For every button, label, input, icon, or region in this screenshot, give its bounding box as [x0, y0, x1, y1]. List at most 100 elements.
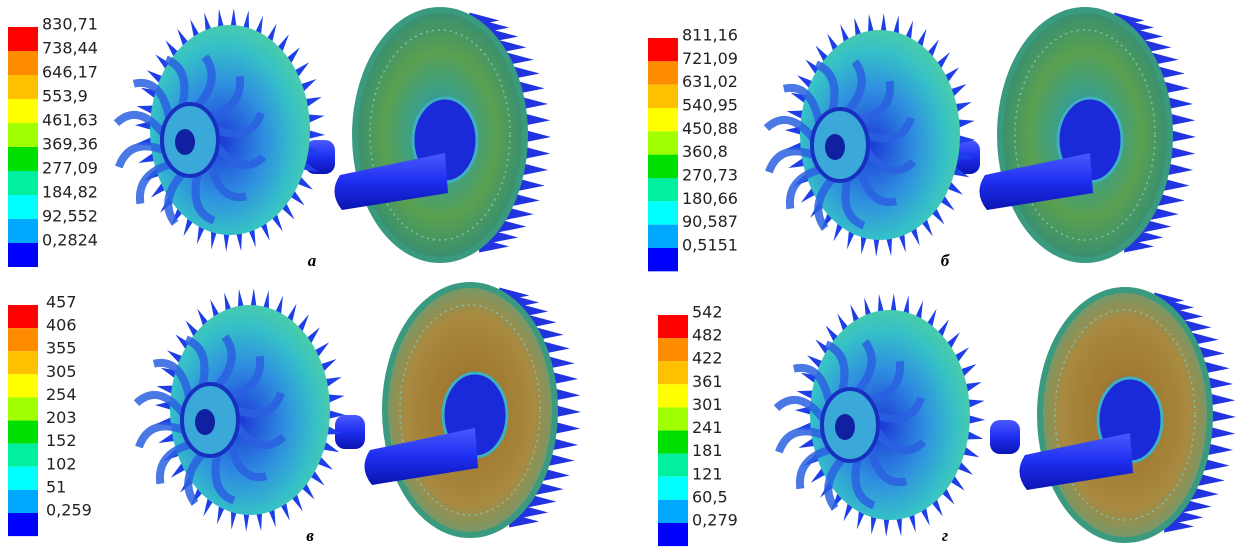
legend-label: 184,82: [42, 183, 98, 202]
legend-cell: [8, 171, 38, 195]
legend-cell: [8, 75, 38, 99]
legend-cell: [8, 99, 38, 123]
panel-label: б: [941, 251, 951, 270]
legend-cell: [8, 421, 38, 444]
legend-label: 482: [692, 326, 723, 345]
hub-bore: [835, 414, 855, 440]
legend-label: 270,73: [682, 166, 738, 185]
legend-cell: [8, 147, 38, 171]
rotor: [990, 290, 1236, 540]
impeller: [766, 13, 975, 257]
impeller: [136, 288, 345, 532]
legend-label: 60,5: [692, 487, 728, 506]
legend-label: 254: [46, 385, 77, 404]
legend-label: 0,279: [692, 511, 738, 530]
legend-label: 721,09: [682, 49, 738, 68]
legend-cell: [8, 195, 38, 219]
legend-label: 0,2824: [42, 231, 98, 250]
legend-cell: [658, 431, 688, 454]
legend-cell: [8, 397, 38, 420]
legend-cell: [648, 155, 678, 178]
legend-label: 830,71: [42, 15, 98, 34]
legend-label: 0,259: [46, 501, 92, 520]
legend-cell: [648, 85, 678, 108]
legend-cell: [658, 477, 688, 500]
legend-cell: [8, 305, 38, 328]
legend-cell: [8, 374, 38, 397]
legend-label: 738,44: [42, 39, 98, 58]
legend-cell: [8, 243, 38, 267]
stub-shaft: [990, 420, 1020, 454]
legend-label: 811,16: [682, 26, 738, 45]
impeller: [776, 293, 985, 537]
hub-bore: [175, 129, 195, 155]
legend-label: 542: [692, 303, 723, 322]
legend-label: 203: [46, 408, 77, 427]
hub-bore: [825, 134, 845, 160]
legend-cell: [8, 513, 38, 536]
rotor: [305, 10, 551, 260]
legend-label: 422: [692, 349, 723, 368]
hub-bore: [195, 409, 215, 435]
legend-label: 631,02: [682, 72, 738, 91]
legend-cell: [658, 523, 688, 546]
legend-cell: [8, 351, 38, 374]
blade-tip: [968, 415, 985, 424]
legend-label: 355: [46, 339, 77, 358]
legend-label: 457: [46, 293, 77, 312]
legend-cell: [648, 38, 678, 61]
legend-cell: [8, 328, 38, 351]
legend-label: 102: [46, 454, 77, 473]
rotor: [950, 10, 1196, 260]
legend-label: 540,95: [682, 96, 738, 115]
legend-cell: [658, 315, 688, 338]
legend-label: 121: [692, 464, 723, 483]
legend-label: 152: [46, 431, 77, 450]
impeller: [116, 8, 325, 252]
legend-cell: [8, 27, 38, 51]
legend-label: 277,09: [42, 159, 98, 178]
legend-label: 360,8: [682, 142, 728, 161]
legend-cell: [648, 201, 678, 224]
legend-cell: [648, 108, 678, 131]
legend-cell: [8, 123, 38, 147]
legend-cell: [658, 384, 688, 407]
rotor: [335, 285, 581, 535]
legend-label: 305: [46, 362, 77, 381]
legend-cell: [8, 51, 38, 75]
legend-cell: [648, 248, 678, 271]
legend-label: 553,9: [42, 87, 88, 106]
legend-cell: [658, 454, 688, 477]
legend-label: 461,63: [42, 111, 98, 130]
legend-label: 241: [692, 418, 723, 437]
figure: 830,71 738,44 646,17 553,9 461,63 369,36 277,0…: [0, 0, 1250, 547]
legend-cell: [8, 467, 38, 490]
legend: 457 406 355 305 254 203 152 102 51 0,259: [8, 293, 92, 537]
legend-cell: [658, 500, 688, 523]
legend-label: 406: [46, 316, 77, 335]
legend-label: 646,17: [42, 63, 98, 82]
legend-label: 0,5151: [682, 236, 738, 255]
legend-cell: [648, 225, 678, 248]
panel-label: г: [942, 526, 948, 545]
legend-label: 361: [692, 372, 723, 391]
panel-label: в: [306, 526, 314, 545]
legend-label: 180,66: [682, 189, 738, 208]
legend-label: 450,88: [682, 119, 738, 138]
legend: 542 482 422 361 301 241 181 121 60,5 0,279: [658, 303, 738, 547]
legend-cell: [8, 490, 38, 513]
legend-label: 51: [46, 477, 66, 496]
legend-cell: [8, 219, 38, 243]
legend-cell: [658, 407, 688, 430]
legend-label: 90,587: [682, 212, 738, 231]
legend-cell: [648, 61, 678, 84]
legend-label: 181: [692, 441, 723, 460]
legend-label: 369,36: [42, 135, 98, 154]
legend: 811,16 721,09 631,02 540,95 450,88 360,8 270,7…: [648, 26, 738, 272]
legend-label: 92,552: [42, 207, 98, 226]
legend-cell: [8, 444, 38, 467]
legend-cell: [648, 178, 678, 201]
legend-cell: [658, 338, 688, 361]
legend-label: 301: [692, 395, 723, 414]
blade-tip: [308, 130, 325, 139]
